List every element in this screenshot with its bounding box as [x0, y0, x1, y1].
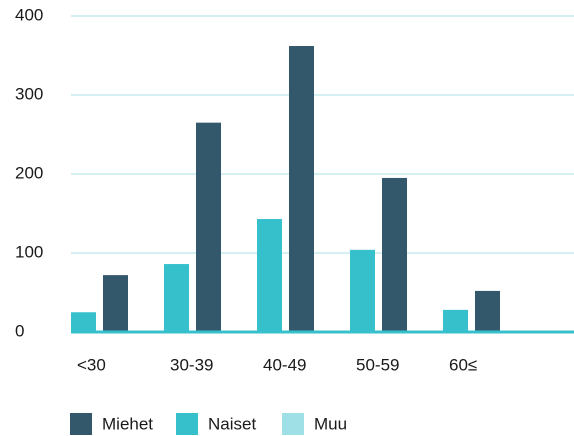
- bar: [196, 122, 221, 333]
- y-tick-label: 0: [15, 321, 24, 340]
- x-tick-label: 60≤: [449, 355, 477, 374]
- y-tick-label: 400: [15, 5, 43, 24]
- x-tick-label: 40-49: [263, 355, 306, 374]
- bar: [382, 177, 407, 332]
- bar: [103, 275, 128, 332]
- legend-label: Muu: [314, 414, 347, 433]
- bar: [475, 290, 500, 332]
- x-tick-label: <30: [77, 355, 106, 374]
- bar: [71, 312, 96, 332]
- bar: [443, 309, 468, 332]
- bar: [289, 46, 314, 333]
- legend-label: Naiset: [208, 414, 256, 433]
- legend-label: Miehet: [102, 414, 153, 433]
- x-tick-label: 30-39: [170, 355, 213, 374]
- legend-swatch: [282, 413, 304, 435]
- y-tick-label: 100: [15, 242, 43, 261]
- y-tick-label: 300: [15, 84, 43, 103]
- legend-swatch: [70, 413, 92, 435]
- bar: [257, 219, 282, 332]
- bar: [350, 249, 375, 332]
- x-tick-label: 50-59: [356, 355, 399, 374]
- legend-swatch: [176, 413, 198, 435]
- y-tick-label: 200: [15, 163, 43, 182]
- bar: [164, 264, 189, 332]
